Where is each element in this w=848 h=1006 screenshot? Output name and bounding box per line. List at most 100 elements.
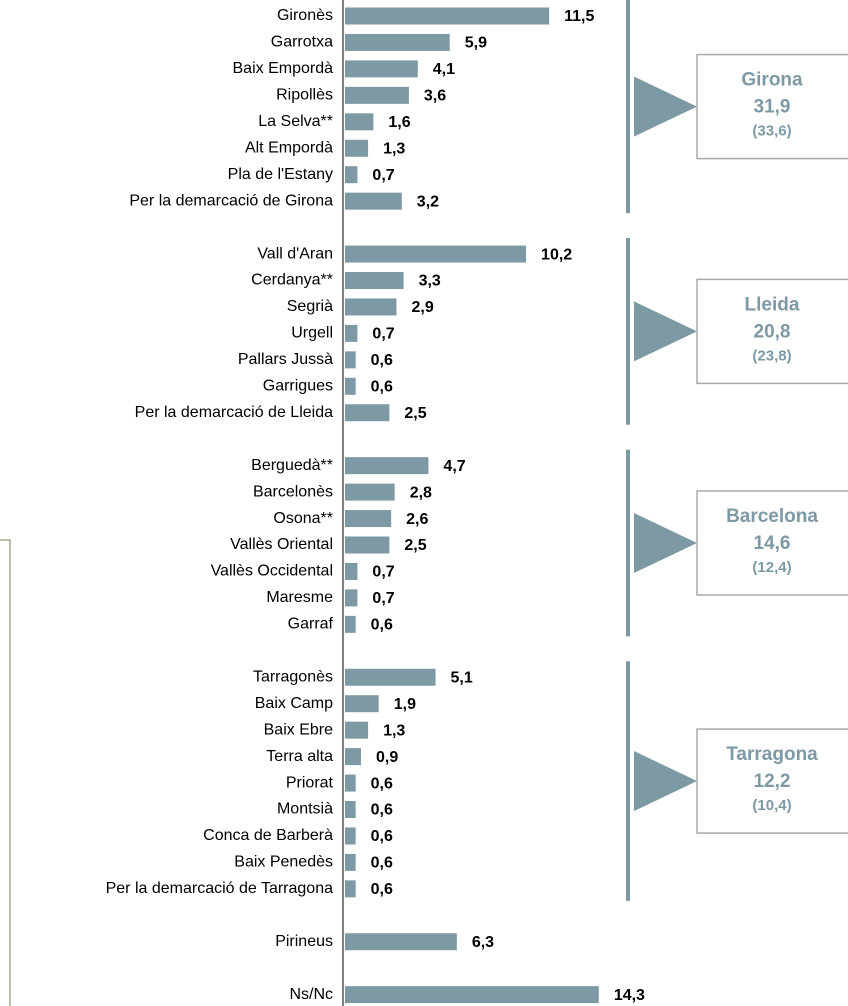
summary-previous: (23,8) [752,347,791,364]
bar [345,483,395,501]
summary-previous: (33,6) [752,123,791,140]
group-bar [626,449,630,637]
value-label: 3,6 [424,88,446,105]
bar [345,457,429,475]
bar [345,351,356,369]
category-label: Alt Empordà [245,139,333,156]
value-label: 0,9 [376,749,398,766]
bar [345,510,392,528]
bar [345,827,356,845]
category-label: Pirineus [275,933,333,950]
summary-name: Girona [741,70,803,91]
category-label: Barcelonès [253,483,333,500]
value-label: 10,2 [541,246,572,263]
summary-previous: (10,4) [752,797,791,814]
category-label: Urgell [291,325,333,342]
value-label: 6,3 [472,934,494,951]
value-label: 1,3 [383,722,405,739]
category-label: Baix Penedès [234,854,333,871]
summary-value: 20,8 [754,321,791,342]
bar [345,933,457,951]
bar [345,139,369,157]
category-label: Pla de l'Estany [228,166,333,183]
value-label: 5,9 [465,35,487,52]
value-label: 0,6 [371,379,393,396]
bar [345,192,402,210]
value-label: 4,7 [443,458,465,475]
value-label: 0,6 [371,828,393,845]
bar [345,748,361,766]
value-label: 3,2 [417,193,439,210]
bar [345,774,356,792]
bar [345,536,390,554]
category-label: Gironès [277,7,333,24]
summary-name: Tarragona [726,744,818,765]
bar [345,801,356,818]
value-label: 0,6 [371,802,393,819]
category-label: La Selva** [258,113,333,130]
bar [345,272,404,289]
bar [345,324,358,342]
group-bar [626,661,630,901]
value-label: 4,1 [433,61,455,78]
category-label: Baix Ebre [264,721,333,738]
value-label: 0,7 [372,167,394,184]
bar [345,377,356,395]
value-label: 0,6 [371,775,393,792]
category-label: Per la demarcació de Tarragona [106,880,333,897]
category-label: Terra alta [266,748,333,765]
group-arrow [634,751,697,812]
bar [345,589,358,607]
value-label: 2,8 [410,484,432,501]
summary-previous: (12,4) [752,559,791,576]
value-label: 2,5 [404,537,426,554]
category-label: Per la demarcació de Lleida [135,404,333,421]
value-label: 1,3 [383,140,405,157]
category-label: Ripollès [276,87,333,104]
group-bar [626,238,630,425]
bar [345,33,450,51]
summary-box [696,278,848,385]
category-label: Conca de Barberà [203,827,333,844]
bar [345,298,397,316]
value-label: 0,7 [372,326,394,343]
value-label: 0,6 [371,352,393,369]
category-label: Segrià [287,298,333,315]
bar [345,615,356,633]
category-label: Baix Empordà [233,60,334,77]
summary-value: 12,2 [754,771,791,792]
category-label: Vall d'Aran [257,245,333,262]
value-label: 2,5 [404,405,426,422]
value-label: 0,6 [371,855,393,872]
category-label: Maresme [266,589,333,606]
category-label: Priorat [286,774,334,791]
bar [345,695,379,713]
category-label: Vallès Oriental [230,536,333,553]
frame-edge [0,539,11,1006]
category-label: Berguedà** [251,457,333,474]
category-label: Garrigues [263,378,333,395]
value-label: 3,3 [419,273,441,290]
category-label: Osona** [273,510,333,527]
category-label: Montsià [277,801,333,818]
summary-name: Lleida [745,294,800,315]
category-label: Per la demarcació de Girona [129,192,333,209]
value-label: 0,7 [372,590,394,607]
category-label: Ns/Nc [289,986,333,1003]
group-bar [626,0,630,214]
value-label: 0,6 [371,617,393,634]
value-label: 11,5 [564,8,594,25]
value-label: 2,9 [411,299,433,316]
category-label: Garraf [288,616,334,633]
group-arrow [634,76,697,137]
value-label: 0,7 [372,564,394,581]
bar [345,60,418,78]
value-label: 1,9 [394,696,416,713]
bar [345,853,356,871]
summary-name: Barcelona [726,506,818,527]
category-label: Baix Camp [255,695,333,712]
bar [345,86,409,104]
group-arrow [634,301,697,362]
